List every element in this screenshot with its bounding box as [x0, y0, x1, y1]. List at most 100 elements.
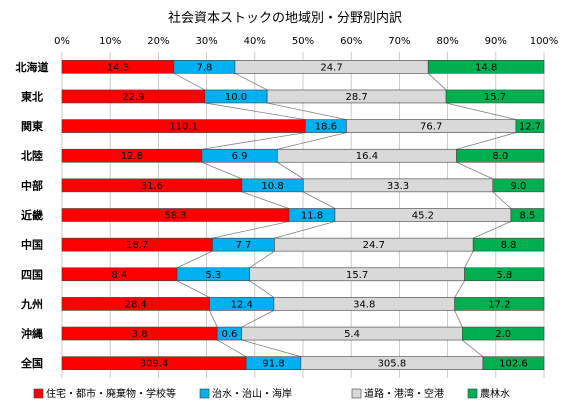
- data-label: 8.5: [520, 211, 536, 222]
- data-label: 31.6: [141, 181, 163, 192]
- data-label: 45.2: [412, 211, 434, 222]
- series-line: [249, 250, 275, 269]
- data-label: 91.8: [262, 359, 284, 370]
- chart-title: 社会資本ストックの地域別・分野別内訳: [168, 10, 402, 26]
- data-label: 9.0: [510, 181, 526, 192]
- series-line: [217, 339, 247, 358]
- data-label: 18.6: [315, 122, 337, 133]
- bar-segment: [454, 297, 545, 311]
- data-label: 305.8: [378, 359, 407, 370]
- series-lines: [173, 72, 517, 358]
- legend-swatch: [33, 388, 44, 399]
- x-axis: 0% 10% 20% 30% 40% 50% 60% 70% 80% 90% 100%: [54, 36, 558, 47]
- series-line: [462, 339, 484, 357]
- legend-label: 治水・治山・海岸: [212, 387, 292, 400]
- category-label: 北陸: [21, 149, 43, 163]
- series-line: [303, 191, 336, 209]
- data-label: 18.7: [126, 240, 148, 251]
- data-label: 15.7: [484, 92, 506, 103]
- x-tick-label: 60%: [340, 36, 362, 47]
- category-label: 沖縄: [21, 327, 43, 341]
- data-label: 12.8: [121, 151, 143, 162]
- series-line: [473, 221, 512, 239]
- series-line: [277, 161, 304, 180]
- series-line: [212, 221, 290, 239]
- series-line: [234, 72, 268, 91]
- category-label: 東北: [21, 89, 43, 103]
- data-label: 8.0: [492, 151, 508, 162]
- bar-segment: [456, 148, 545, 163]
- data-label: 5.4: [344, 329, 360, 340]
- data-label: 58.3: [164, 211, 186, 222]
- series-line: [249, 280, 275, 298]
- series-line: [267, 102, 347, 120]
- data-label: 12.4: [231, 299, 253, 310]
- bars: 14.3 7.8 24.7 14.8 22.9 10.0 28.7 15.7 110.1 18.6…: [61, 60, 545, 370]
- series-line: [176, 280, 210, 298]
- data-label: 102.6: [499, 359, 528, 370]
- data-label: 17.2: [488, 299, 510, 310]
- x-tick-label: 100%: [530, 36, 559, 47]
- series-line: [201, 132, 306, 150]
- data-label: 34.8: [353, 299, 375, 310]
- category-label: 四国: [21, 268, 43, 281]
- bar-segment: [427, 60, 545, 74]
- category-label: 全国: [20, 356, 43, 370]
- x-tick-label: 10%: [99, 36, 121, 47]
- data-label: 28.7: [345, 92, 367, 103]
- x-tick-label: 40%: [244, 36, 266, 47]
- bar-segment: [462, 326, 545, 341]
- x-tick-label: 90%: [485, 36, 507, 47]
- category-label: 近畿: [21, 208, 43, 222]
- data-label: 76.7: [420, 122, 442, 133]
- series-line: [492, 191, 512, 209]
- data-label: 24.7: [320, 62, 342, 73]
- bar-segment: [515, 119, 545, 133]
- category-label: 北海道: [16, 60, 49, 74]
- series-line: [456, 161, 493, 180]
- data-label: 28.4: [125, 299, 147, 310]
- series-line: [277, 132, 347, 150]
- x-tick-label: 80%: [436, 36, 458, 47]
- series-line: [241, 339, 301, 358]
- data-label: 7.8: [196, 62, 212, 73]
- data-label: 14.8: [475, 62, 497, 73]
- data-label: 10.0: [225, 92, 247, 103]
- legend-swatch: [351, 388, 362, 399]
- series-line: [173, 72, 205, 91]
- data-label: 2.0: [495, 329, 511, 340]
- series-line: [454, 280, 465, 298]
- data-label: 309.4: [140, 359, 169, 370]
- data-label: 10.8: [261, 181, 283, 192]
- data-label: 6.9: [232, 151, 248, 162]
- series-line: [456, 132, 517, 150]
- series-line: [274, 221, 336, 239]
- x-tick-label: 50%: [292, 36, 314, 47]
- x-tick-label: 30%: [195, 36, 217, 47]
- series-line: [241, 191, 290, 209]
- category-label: 中国: [21, 238, 43, 252]
- series-line: [427, 73, 447, 91]
- category-label: 関東: [21, 119, 44, 133]
- series-line: [204, 102, 306, 120]
- series-line: [176, 250, 213, 269]
- bar-segment: [482, 356, 545, 370]
- legend-swatch: [467, 388, 478, 399]
- series-line: [241, 310, 275, 328]
- data-label: 11.8: [301, 211, 323, 222]
- series-line: [446, 102, 517, 120]
- series-line: [201, 161, 242, 180]
- legend: 住宅・都市・廃棄物・学校等 治水・治山・海岸 道路・港湾・空港 農林水: [33, 387, 510, 400]
- data-label: 15.7: [346, 270, 368, 281]
- data-label: 7.7: [236, 240, 252, 251]
- data-label: 3.8: [132, 329, 148, 340]
- x-tick-label: 0%: [54, 36, 70, 47]
- data-label: 5.8: [496, 270, 512, 281]
- data-label: 22.9: [122, 92, 144, 103]
- bar-segment: [472, 237, 545, 252]
- data-label: 8.8: [501, 240, 517, 251]
- bar-segment: [510, 208, 545, 222]
- series-line: [464, 250, 474, 268]
